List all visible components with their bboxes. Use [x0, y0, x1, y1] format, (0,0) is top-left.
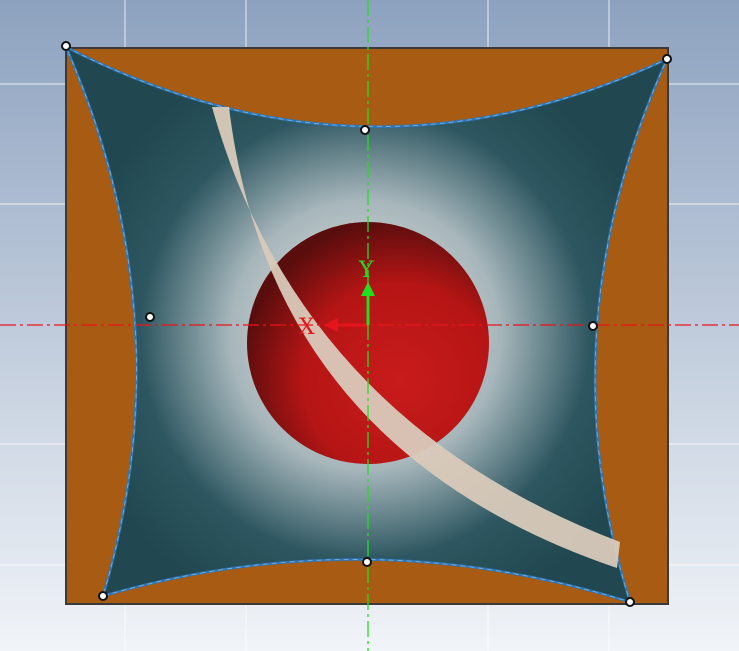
control-point-top-right[interactable]	[662, 54, 672, 64]
control-point-bottom-right[interactable]	[625, 597, 635, 607]
control-point-top-left[interactable]	[61, 41, 71, 51]
x-axis-arrow-icon	[324, 318, 338, 332]
x-axis	[0, 318, 739, 332]
control-point-left-mid[interactable]	[145, 312, 155, 322]
control-point-top-mid[interactable]	[360, 125, 370, 135]
red-sphere[interactable]	[247, 222, 489, 464]
control-point-bottom-left[interactable]	[98, 591, 108, 601]
control-point-right-mid[interactable]	[588, 321, 598, 331]
control-point-bottom-mid[interactable]	[362, 557, 372, 567]
y-axis	[361, 0, 375, 651]
y-axis-label: Y	[358, 258, 374, 283]
x-axis-label: X	[299, 315, 315, 340]
y-axis-arrow-icon	[361, 282, 375, 296]
